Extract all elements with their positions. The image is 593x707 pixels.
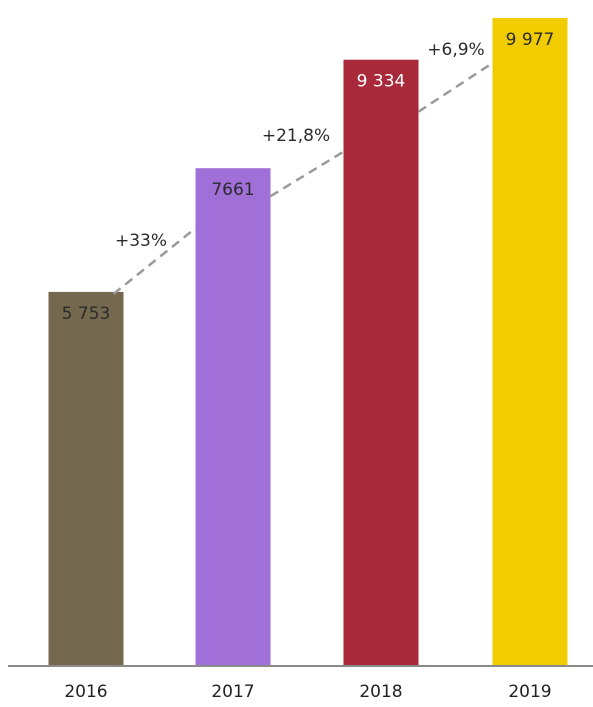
bars-group [48, 18, 568, 666]
value-labels-group: 5 753 7661 9 334 9 977 [62, 30, 555, 324]
trend-segment-3 [417, 61, 494, 113]
bar-2018 [343, 59, 419, 666]
value-label-2018: 9 334 [357, 72, 406, 92]
bar-2016 [48, 291, 124, 665]
x-axis-ticks: 2016 2017 2018 2019 [64, 682, 551, 702]
bar-2019 [492, 18, 568, 665]
value-label-2017: 7661 [211, 180, 254, 200]
value-label-2019: 9 977 [506, 30, 555, 50]
growth-label-1: +33% [115, 231, 167, 251]
growth-labels-group: +33% +21,8% +6,9% [115, 40, 485, 251]
trend-line-group [112, 61, 494, 295]
value-label-2016: 5 753 [62, 304, 111, 324]
x-tick-2018: 2018 [359, 682, 402, 702]
trend-segment-2 [269, 150, 345, 198]
trend-segment-1 [112, 227, 197, 295]
growth-label-2: +21,8% [262, 126, 330, 146]
x-tick-2019: 2019 [508, 682, 551, 702]
growth-label-3: +6,9% [427, 40, 484, 60]
bar-2017 [195, 168, 271, 665]
x-tick-2017: 2017 [211, 682, 254, 702]
x-tick-2016: 2016 [64, 682, 107, 702]
